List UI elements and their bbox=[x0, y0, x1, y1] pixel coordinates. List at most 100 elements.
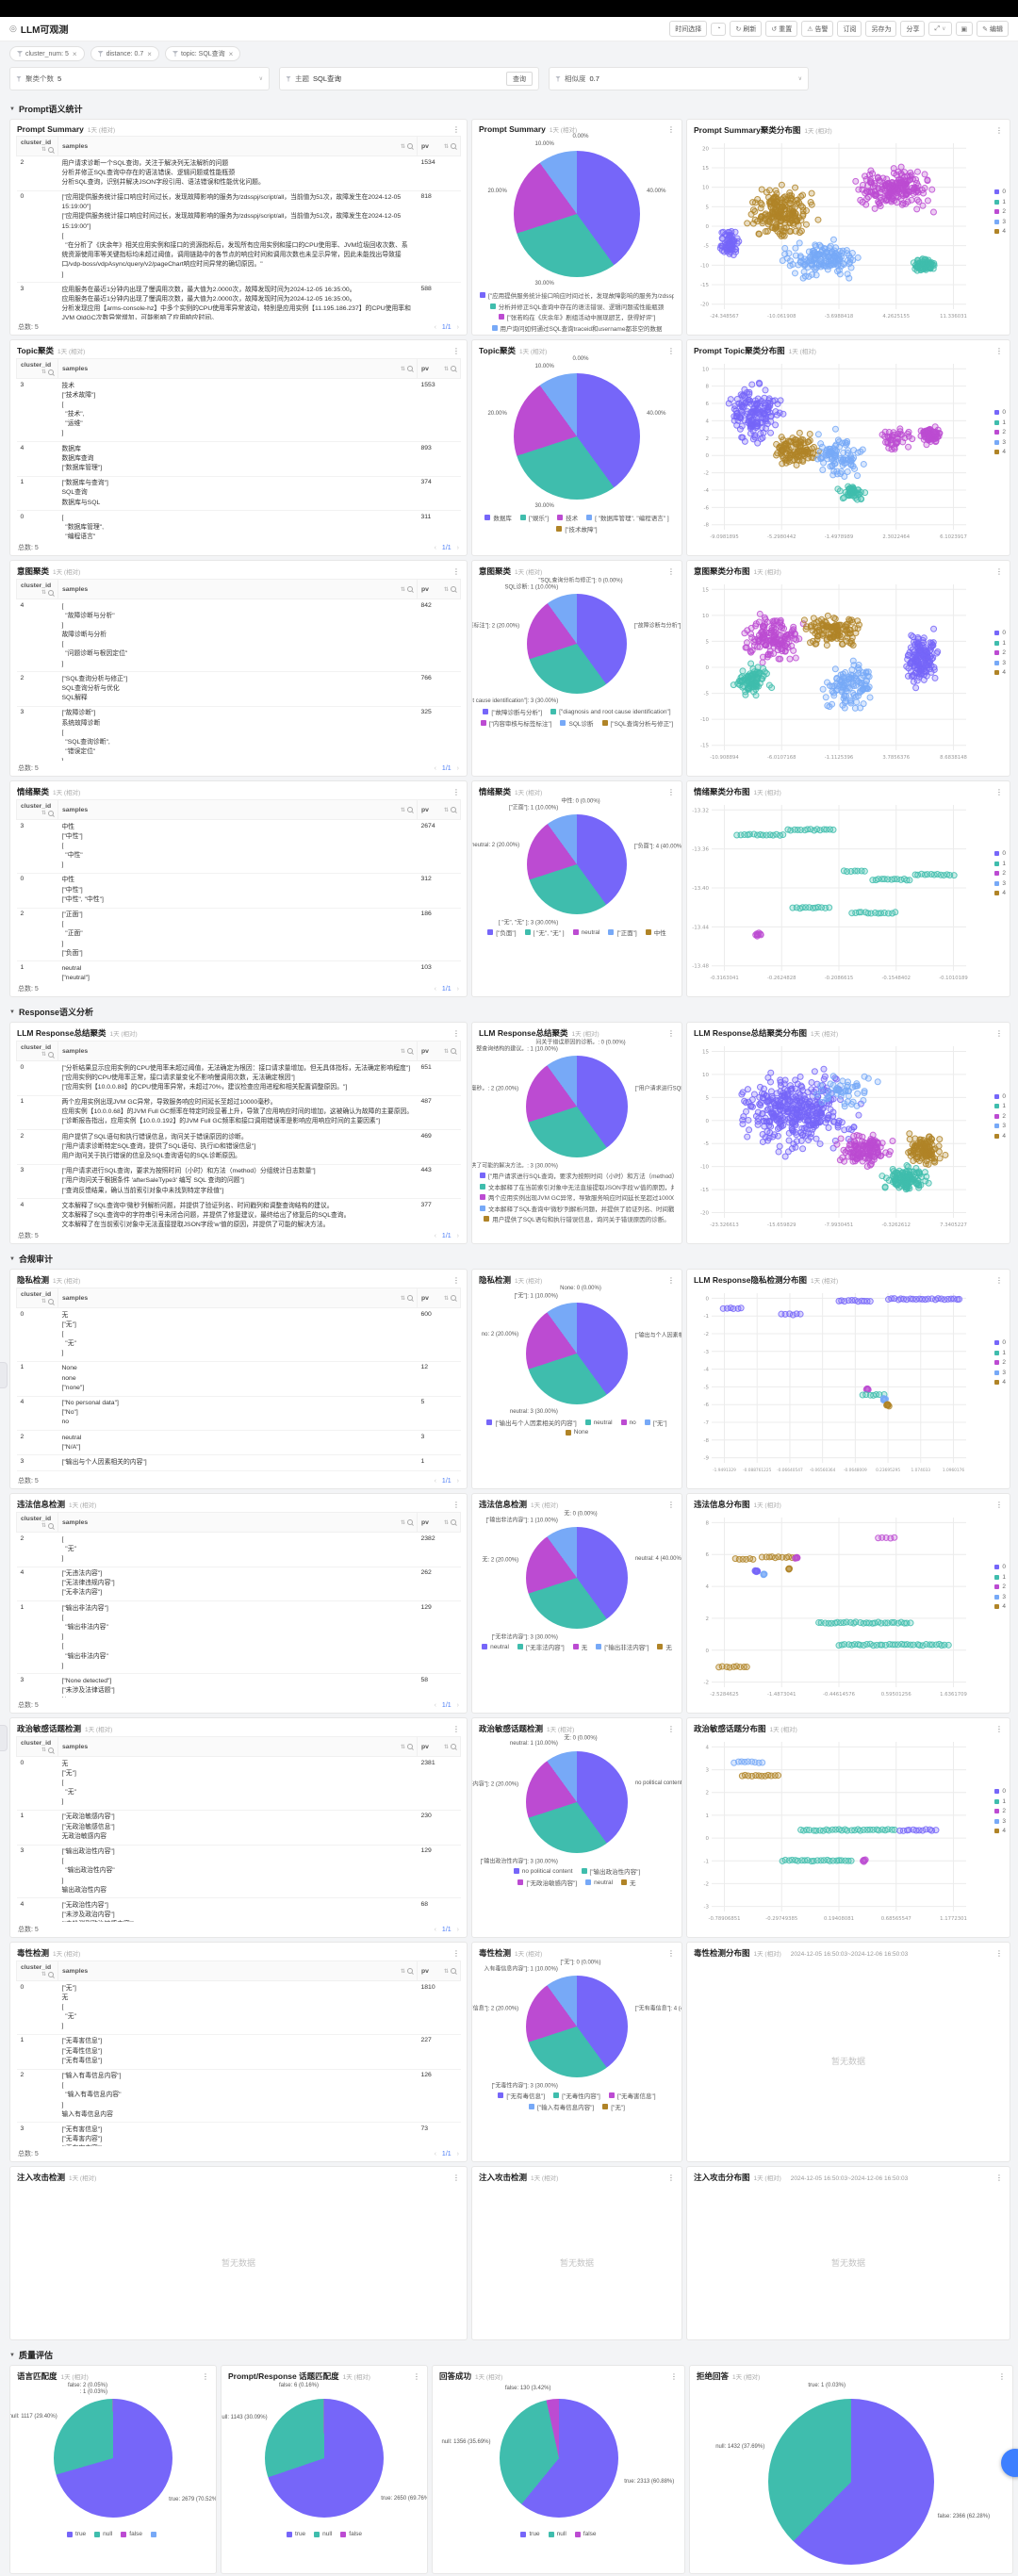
panel-menu-icon[interactable]: ⋮ bbox=[995, 1275, 1003, 1285]
column-header-pv[interactable]: pv ⇅ bbox=[417, 579, 461, 599]
legend-item[interactable]: 4 bbox=[994, 228, 1006, 235]
search-icon[interactable] bbox=[451, 366, 456, 371]
search-icon[interactable] bbox=[48, 1298, 54, 1304]
column-header-pv[interactable]: pv ⇅ bbox=[417, 1736, 461, 1757]
column-header-pv[interactable]: pv ⇅ bbox=[417, 1288, 461, 1308]
legend-item[interactable]: ["diagnosis and root cause identificatio… bbox=[550, 707, 671, 716]
column-header-pv[interactable]: pv ⇅ bbox=[417, 1961, 461, 1981]
panel-menu-icon[interactable]: ⋮ bbox=[667, 1948, 675, 1958]
filter-chip[interactable]: distance: 0.7 × bbox=[90, 46, 159, 61]
toolbar-button-save-as[interactable]: 另存为 bbox=[865, 21, 897, 37]
next-page-icon[interactable]: › bbox=[456, 323, 459, 331]
panel-menu-icon[interactable]: ⋮ bbox=[995, 125, 1003, 135]
column-header-cluster_id[interactable]: cluster_id ⇅ bbox=[16, 799, 58, 820]
legend-item[interactable]: 中性 bbox=[645, 927, 666, 937]
search-icon[interactable] bbox=[407, 1744, 413, 1749]
legend-item[interactable]: 0 bbox=[994, 409, 1006, 416]
prev-page-icon[interactable]: ‹ bbox=[434, 985, 436, 993]
legend-item[interactable]: 3 bbox=[994, 1594, 1006, 1600]
collapse-caret-icon[interactable]: ▼ bbox=[9, 2352, 15, 2358]
legend-item[interactable]: ["无"] bbox=[644, 1418, 667, 1427]
search-icon[interactable] bbox=[451, 1295, 456, 1301]
floating-action-button[interactable] bbox=[1001, 2449, 1018, 2477]
search-icon[interactable] bbox=[48, 369, 54, 375]
close-icon[interactable]: × bbox=[72, 49, 77, 58]
panel-menu-icon[interactable]: ⋮ bbox=[995, 2173, 1003, 2182]
sort-icon[interactable]: ⇅ bbox=[41, 1299, 46, 1304]
sort-icon[interactable]: ⇅ bbox=[41, 1747, 46, 1753]
sort-icon[interactable]: ⇅ bbox=[41, 1523, 46, 1529]
legend-item[interactable]: ["无政治敏感内容"] bbox=[517, 1878, 577, 1887]
column-header-pv[interactable]: pv ⇅ bbox=[417, 799, 461, 820]
column-header-cluster_id[interactable]: cluster_id ⇅ bbox=[16, 1041, 58, 1061]
legend-item[interactable]: no bbox=[620, 1418, 636, 1427]
search-icon[interactable] bbox=[451, 1048, 456, 1054]
sort-icon[interactable]: ⇅ bbox=[400, 1744, 405, 1750]
panel-menu-icon[interactable]: ⋮ bbox=[667, 787, 675, 796]
column-header-samples[interactable]: samples ⇅ bbox=[57, 358, 418, 379]
toolbar-button-time-select[interactable]: 时间选择 bbox=[669, 21, 708, 37]
legend-item[interactable]: 1 bbox=[994, 1350, 1006, 1356]
column-header-samples[interactable]: samples ⇅ bbox=[57, 579, 418, 599]
legend-item[interactable]: ["负面"] bbox=[487, 927, 517, 937]
panel-menu-icon[interactable]: ⋮ bbox=[452, 346, 460, 355]
legend-item[interactable]: 分析并修正SQL查询中存在的语法错误、逻辑问题或性能瓶颈 bbox=[489, 302, 664, 311]
search-icon[interactable] bbox=[407, 1295, 413, 1301]
legend-item[interactable]: 4 bbox=[994, 1379, 1006, 1386]
legend-item[interactable]: false bbox=[340, 2531, 362, 2537]
column-header-samples[interactable]: samples ⇅ bbox=[57, 799, 418, 820]
legend-item[interactable]: 技术 bbox=[557, 513, 578, 522]
sort-icon[interactable]: ⇅ bbox=[41, 590, 46, 596]
legend-item[interactable]: 文本解释了在当前索引对象中无法直接提取JSON字段'w'值的原因，并提供了可能.… bbox=[480, 1182, 674, 1191]
panel-menu-icon[interactable]: ⋮ bbox=[413, 2371, 420, 2381]
next-page-icon[interactable]: › bbox=[456, 544, 459, 551]
panel-menu-icon[interactable]: ⋮ bbox=[452, 1724, 460, 1733]
legend-item[interactable]: 用户提供了SQL语句和执行错误信息，询问关于错误原因的诊断。 bbox=[484, 1214, 670, 1223]
legend-item[interactable]: neutral bbox=[482, 1642, 509, 1651]
legend-item[interactable]: 数据库 bbox=[484, 513, 512, 522]
panel-menu-icon[interactable]: ⋮ bbox=[452, 124, 460, 134]
legend-item[interactable]: neutral bbox=[585, 1878, 613, 1887]
legend-item[interactable]: ["无"] bbox=[602, 2102, 625, 2111]
panel-menu-icon[interactable]: ⋮ bbox=[202, 2371, 209, 2381]
column-header-samples[interactable]: samples ⇅ bbox=[57, 1288, 418, 1308]
next-page-icon[interactable]: › bbox=[456, 1232, 459, 1239]
sort-icon[interactable]: ⇅ bbox=[400, 586, 405, 593]
next-page-icon[interactable]: › bbox=[456, 764, 459, 772]
legend-item[interactable]: true bbox=[286, 2531, 305, 2537]
column-header-pv[interactable]: pv ⇅ bbox=[417, 1512, 461, 1533]
legend-item[interactable]: ["SQL查询分析与修正"] bbox=[601, 718, 673, 728]
panel-menu-icon[interactable]: ⋮ bbox=[995, 346, 1003, 355]
legend-item[interactable]: 2 bbox=[994, 429, 1006, 435]
legend-item[interactable]: true bbox=[66, 2531, 86, 2537]
legend-item[interactable]: ["娱乐"] bbox=[519, 513, 549, 522]
panel-menu-icon[interactable]: ⋮ bbox=[995, 1028, 1003, 1038]
column-header-samples[interactable]: samples ⇅ bbox=[57, 1736, 418, 1757]
search-icon[interactable] bbox=[48, 1747, 54, 1753]
panel-menu-icon[interactable]: ⋮ bbox=[452, 1500, 460, 1509]
legend-item[interactable]: 1 bbox=[994, 1798, 1006, 1805]
panel-menu-icon[interactable]: ⋮ bbox=[667, 1275, 675, 1285]
close-icon[interactable]: × bbox=[147, 49, 152, 58]
column-header-cluster_id[interactable]: cluster_id ⇅ bbox=[16, 1288, 58, 1308]
legend-item[interactable]: ["应用提供服务统计接口响应时间过长，发现故障影响的服务为/zdsspj/scr… bbox=[480, 290, 674, 300]
legend-item[interactable]: ["无有毒信息"] bbox=[498, 2091, 545, 2100]
sort-icon[interactable]: ⇅ bbox=[443, 1519, 449, 1526]
toolbar-button-subscribe[interactable]: 订阅 bbox=[837, 21, 862, 37]
collapse-caret-icon[interactable]: ▼ bbox=[9, 1009, 15, 1015]
legend-item[interactable]: [ "无", "无" ] bbox=[524, 927, 565, 937]
legend-item[interactable]: 2 bbox=[994, 1808, 1006, 1814]
sort-icon[interactable]: ⇅ bbox=[41, 1052, 46, 1058]
legend-item[interactable]: ["输出政治性内容"] bbox=[581, 1866, 640, 1876]
query-button[interactable]: 查询 bbox=[506, 72, 533, 86]
column-header-pv[interactable]: pv ⇅ bbox=[417, 136, 461, 156]
legend-item[interactable]: ["内容审核与标签标注"] bbox=[480, 718, 551, 728]
legend-item[interactable]: ["故障诊断与分析"] bbox=[483, 707, 542, 716]
search-icon[interactable] bbox=[451, 807, 456, 812]
legend-item[interactable]: 4 bbox=[994, 1603, 1006, 1610]
legend-item[interactable]: null bbox=[548, 2531, 566, 2537]
column-header-samples[interactable]: samples ⇅ bbox=[57, 1961, 418, 1981]
column-header-pv[interactable]: pv ⇅ bbox=[417, 358, 461, 379]
sort-icon[interactable]: ⇅ bbox=[443, 586, 449, 593]
filter-chip[interactable]: topic: SQL查询 × bbox=[164, 46, 241, 61]
